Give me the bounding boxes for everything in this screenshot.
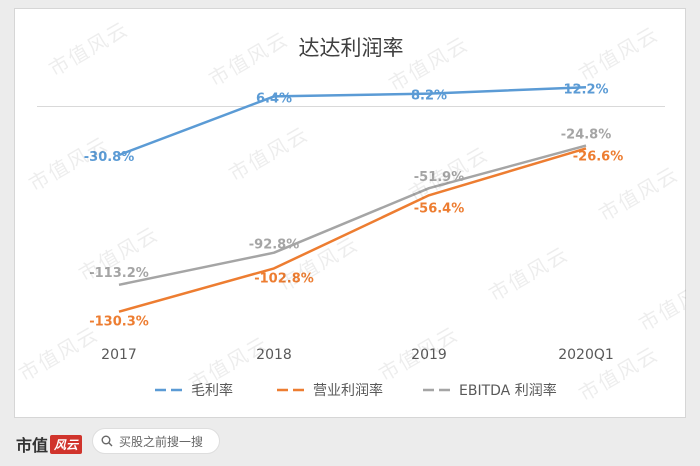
legend-label-2: EBITDA 利润率 (459, 382, 557, 399)
data-label-s2-3: -24.8% (561, 128, 612, 143)
data-label-s1-2: -56.4% (414, 201, 465, 216)
brand-logo-mark: 风云 (50, 434, 83, 454)
series-line-2 (118, 144, 587, 287)
x-tick-label-2018: 2018 (256, 347, 292, 363)
data-label-s1-0: -130.3% (89, 315, 149, 330)
line-chart: 达达利润率 2017 2018 2019 2020Q1 -30.8% 6.4% 8.2% 12.… (37, 36, 665, 399)
series-line-1 (118, 147, 587, 313)
legend-label-1: 营业利润率 (313, 382, 383, 399)
search-box[interactable]: 买股之前搜一搜 (92, 428, 220, 454)
brand-logo[interactable]: 市值 风云 (16, 432, 83, 456)
data-label-s0-1: 6.4% (256, 91, 292, 106)
chart-card: 达达利润率 2017 2018 2019 2020Q1 -30.8% 6.4% 8.2% 12.… (14, 8, 686, 418)
chart-title: 达达利润率 (299, 36, 404, 60)
data-label-s0-3: 12.2% (563, 82, 608, 97)
search-icon (101, 435, 113, 447)
x-tick-label-2020Q1: 2020Q1 (558, 347, 614, 363)
data-label-s2-0: -113.2% (89, 266, 149, 281)
legend-label-0: 毛利率 (191, 382, 233, 399)
data-label-s0-2: 8.2% (411, 89, 447, 104)
brand-text: 市值 (16, 436, 49, 455)
x-tick-label-2019: 2019 (411, 347, 447, 363)
x-tick-label-2017: 2017 (101, 347, 137, 363)
data-label-s1-3: -26.6% (573, 149, 624, 164)
series-line-0 (118, 86, 587, 157)
search-placeholder: 买股之前搜一搜 (119, 434, 204, 449)
data-label-s1-1: -102.8% (254, 271, 314, 286)
data-label-s2-1: -92.8% (249, 238, 300, 253)
footer-bar: 市值 风云 买股之前搜一搜 (14, 424, 686, 460)
data-label-s2-2: -51.9% (414, 170, 465, 185)
data-label-s0-0: -30.8% (84, 150, 135, 165)
